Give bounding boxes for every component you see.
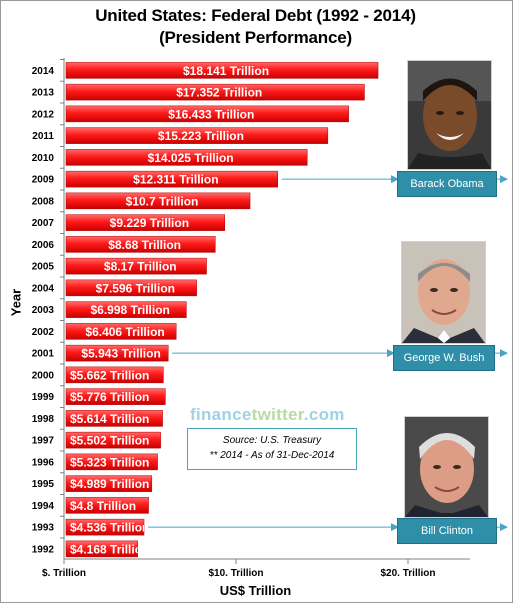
data-label: $18.141 Trillion xyxy=(183,64,269,78)
bush-portrait-icon xyxy=(402,242,485,343)
obama-photo xyxy=(407,60,492,170)
data-label: $4.536 Trillion xyxy=(70,521,149,535)
y-tick-label: 2005 xyxy=(32,262,55,273)
y-tick-label: 2009 xyxy=(32,175,55,186)
data-label: $5.502 Trillion xyxy=(70,434,149,448)
y-tick-label: 2001 xyxy=(32,349,55,360)
data-label: $15.223 Trillion xyxy=(158,129,244,143)
data-label: $14.025 Trillion xyxy=(148,151,234,165)
watermark: financetwitter.com xyxy=(190,405,345,425)
source-line-1: Source: U.S. Treasury xyxy=(222,435,322,446)
data-label: $9.229 Trillion xyxy=(110,216,189,230)
bush-photo xyxy=(401,241,486,344)
y-tick-label: 2014 xyxy=(32,66,55,77)
data-label: $5.943 Trillion xyxy=(81,347,160,361)
source-box: Source: U.S. Treasury ** 2014 - As of 31… xyxy=(187,428,357,470)
data-label: $17.352 Trillion xyxy=(176,86,262,100)
data-label: $7.596 Trillion xyxy=(96,281,175,295)
bar-2006 xyxy=(65,236,216,253)
y-tick-label: 2003 xyxy=(32,305,55,316)
x-tick-label: $10. Trillion xyxy=(208,568,263,579)
clinton-portrait-icon xyxy=(405,417,488,517)
watermark-part-3: .com xyxy=(303,405,345,424)
y-tick-label: 1998 xyxy=(32,414,55,425)
y-tick-label: 2010 xyxy=(32,153,55,164)
data-label: $4.989 Trillion xyxy=(70,477,149,491)
y-tick-label: 2012 xyxy=(32,109,55,120)
bar-2009 xyxy=(65,170,278,188)
bar-2002 xyxy=(65,323,177,340)
data-label: $16.433 Trillion xyxy=(168,107,254,121)
bar-2008 xyxy=(65,192,251,210)
bar-1993 xyxy=(65,518,145,536)
bar-2013 xyxy=(65,83,365,101)
data-label: $10.7 Trillion xyxy=(126,194,199,208)
data-label: $5.323 Trillion xyxy=(70,455,149,469)
data-label: $5.662 Trillion xyxy=(70,368,149,382)
y-tick-label: 2011 xyxy=(32,131,54,142)
chart-subtitle: (President Performance) xyxy=(159,28,352,47)
data-label: $12.311 Trillion xyxy=(133,173,218,187)
callout-clinton: Bill Clinton xyxy=(397,518,497,544)
bar-2000 xyxy=(65,366,164,384)
y-tick-label: 1997 xyxy=(32,436,55,447)
bar-1992 xyxy=(65,540,138,558)
bar-1995 xyxy=(65,475,153,492)
data-label: $6.406 Trillion xyxy=(85,325,164,339)
bar-1996 xyxy=(65,453,158,471)
bar-1994 xyxy=(65,497,149,514)
source-line-2: ** 2014 - As of 31-Dec-2014 xyxy=(209,450,335,461)
clinton-photo xyxy=(404,416,489,518)
x-tick-label: $. Trillion xyxy=(42,568,86,579)
y-tick-label: 2004 xyxy=(32,283,55,294)
y-tick-label: 2006 xyxy=(32,240,55,251)
y-tick-label: 2007 xyxy=(32,218,55,229)
data-label: $6.998 Trillion xyxy=(90,303,169,317)
y-tick-label: 2008 xyxy=(32,196,55,207)
bar-2012 xyxy=(65,105,349,123)
data-label: $8.68 Trillion xyxy=(108,238,181,252)
data-label: $5.614 Trillion xyxy=(70,412,149,426)
obama-portrait-icon xyxy=(408,61,491,169)
data-label: $5.776 Trillion xyxy=(70,390,149,404)
y-tick-label: 1994 xyxy=(32,501,55,512)
watermark-part-2: twitter xyxy=(251,405,304,424)
callout-bush: George W. Bush xyxy=(393,345,495,371)
bar-2004 xyxy=(65,279,197,297)
y-tick-label: 1999 xyxy=(32,392,55,403)
callout-obama: Barack Obama xyxy=(397,171,497,197)
x-tick-label: $20. Trillion xyxy=(380,568,435,579)
bar-2005 xyxy=(65,257,207,275)
bar-2001 xyxy=(65,344,169,362)
x-axis-label: US$ Trillion xyxy=(219,583,292,598)
bar-1999 xyxy=(65,388,166,405)
y-tick-label: 2002 xyxy=(32,327,55,338)
bar-2010 xyxy=(65,149,308,166)
y-tick-label: 2013 xyxy=(32,88,55,99)
y-tick-label: 1996 xyxy=(32,457,55,468)
bar-1998 xyxy=(65,410,163,427)
bar-2003 xyxy=(65,301,187,318)
chart-title: United States: Federal Debt (1992 - 2014… xyxy=(95,6,416,25)
watermark-part-1: finance xyxy=(190,405,252,424)
bar-1997 xyxy=(65,431,161,449)
y-tick-label: 1992 xyxy=(32,544,55,555)
bar-2014 xyxy=(65,62,379,79)
y-tick-label: 1993 xyxy=(32,523,55,534)
y-tick-label: 1995 xyxy=(32,479,55,490)
bar-2011 xyxy=(65,127,329,144)
bar-2007 xyxy=(65,214,225,231)
data-label: $8.17 Trillion xyxy=(104,260,177,274)
data-label: $4.8 Trillion xyxy=(70,499,136,513)
data-label: $4.168 Trillion xyxy=(70,542,149,556)
y-tick-label: 2000 xyxy=(32,370,55,381)
